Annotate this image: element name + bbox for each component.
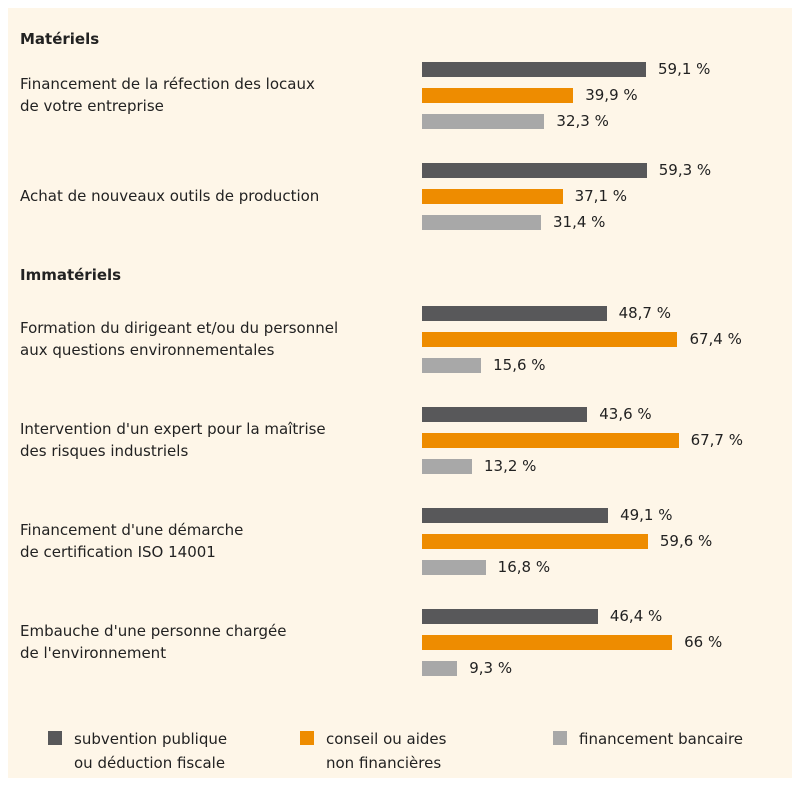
value-label: 66 % xyxy=(684,633,723,651)
bar xyxy=(422,61,646,77)
bar xyxy=(422,214,541,230)
bar xyxy=(422,331,678,347)
value-label: 9,3 % xyxy=(469,659,513,677)
value-label: 49,1 % xyxy=(620,506,673,524)
value-label: 32,3 % xyxy=(556,112,609,130)
bar xyxy=(422,634,673,650)
bar xyxy=(422,406,588,422)
panel xyxy=(8,8,792,778)
value-label: 39,9 % xyxy=(585,86,638,104)
bar xyxy=(422,432,679,448)
legend-swatch xyxy=(553,731,567,745)
category-label: Financement de la réfection des locaux d… xyxy=(20,75,315,115)
value-label: 59,3 % xyxy=(658,161,712,179)
value-label: 67,7 % xyxy=(690,431,743,449)
value-label: 13,2 % xyxy=(484,457,537,475)
legend-label: conseil ou aides non financières xyxy=(326,730,447,772)
bar xyxy=(422,660,458,676)
bar xyxy=(422,608,598,624)
legend-label: financement bancaire xyxy=(579,730,744,748)
category-label: Embauche d'une personne chargée de l'env… xyxy=(20,622,287,662)
bar xyxy=(422,559,486,575)
bar xyxy=(422,188,563,204)
section-title: Immatériels xyxy=(20,266,122,284)
value-label: 16,8 % xyxy=(497,558,551,576)
section-title: Matériels xyxy=(20,30,100,48)
legend-label: subvention publique ou déduction fiscale xyxy=(74,730,228,772)
value-label: 31,4 % xyxy=(553,213,606,231)
value-label: 37,1 % xyxy=(574,187,628,205)
value-label: 67,4 % xyxy=(689,330,742,348)
value-label: 59,6 % xyxy=(659,532,713,550)
bar xyxy=(422,305,607,321)
bar xyxy=(422,458,473,474)
value-label: 48,7 % xyxy=(618,304,671,322)
category-label: Intervention d'un expert pour la maîtris… xyxy=(20,420,326,460)
category-label: Financement d'une démarche de certificat… xyxy=(20,521,244,561)
legend-swatch xyxy=(48,731,62,745)
value-label: 43,6 % xyxy=(599,405,652,423)
value-label: 15,6 % xyxy=(493,356,546,374)
bar xyxy=(422,533,648,549)
bar xyxy=(422,87,574,103)
value-label: 46,4 % xyxy=(609,607,663,625)
bar xyxy=(422,507,609,523)
category-label: Formation du dirigeant et/ou du personne… xyxy=(20,319,339,359)
legend-swatch xyxy=(300,731,314,745)
bar xyxy=(422,113,545,129)
category-label: Achat de nouveaux outils de production xyxy=(20,187,320,205)
value-label: 59,1 % xyxy=(657,60,711,78)
bar xyxy=(422,162,647,178)
bar xyxy=(422,357,482,373)
